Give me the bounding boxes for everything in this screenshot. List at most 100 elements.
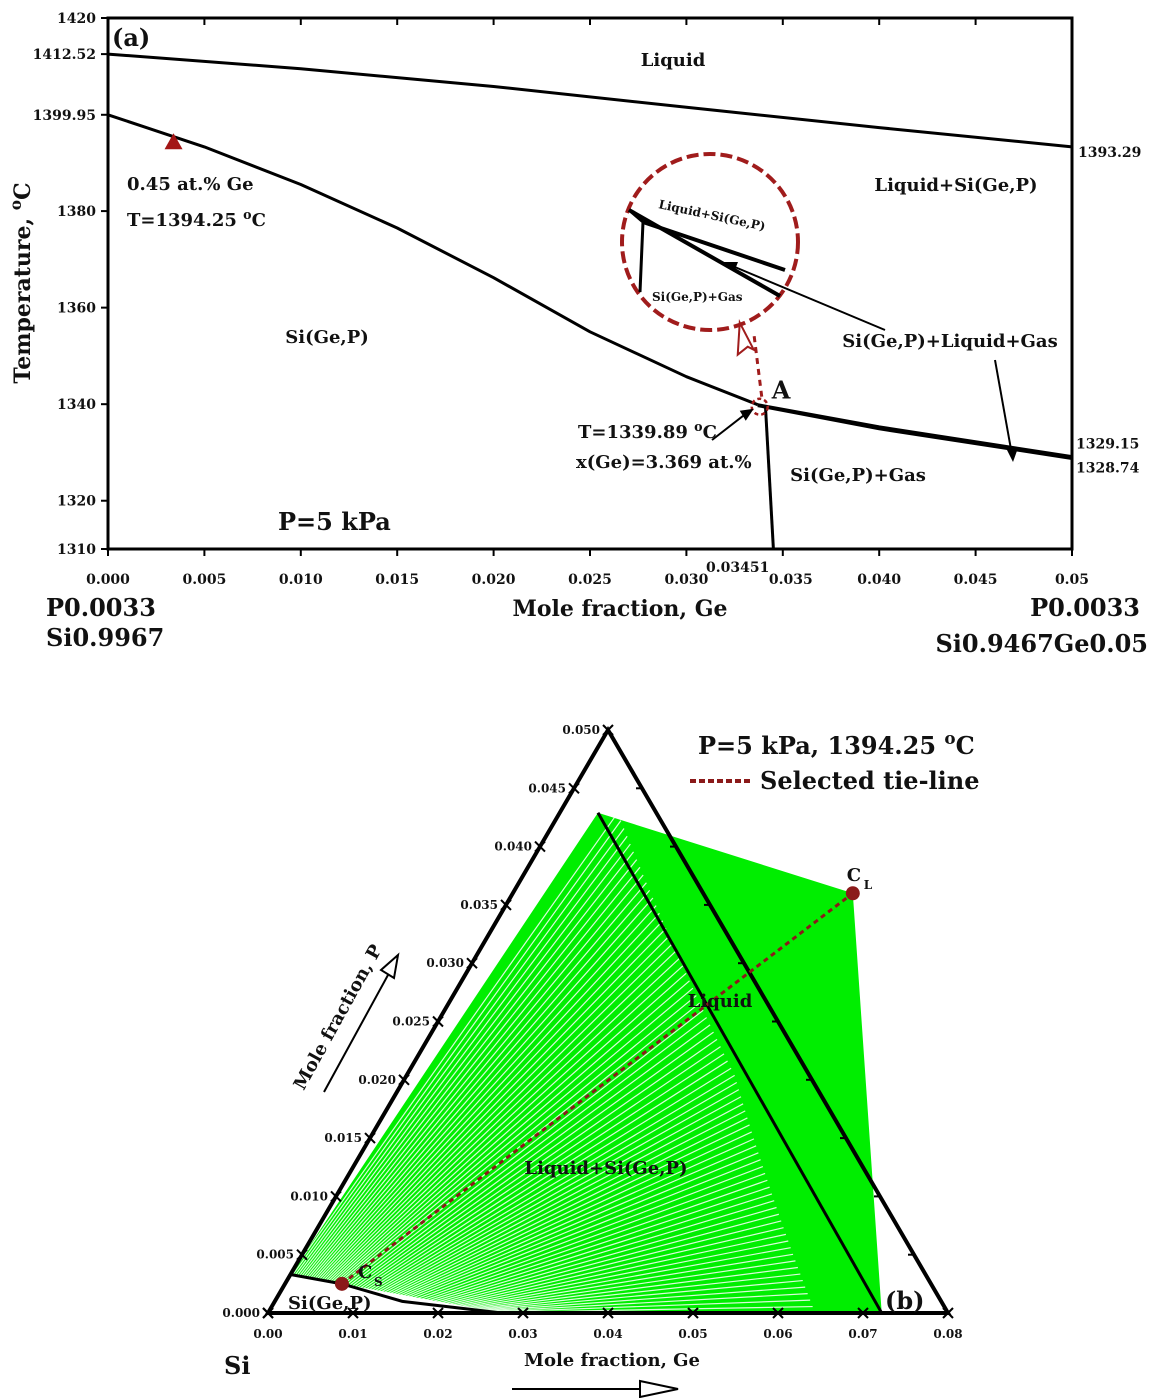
tie-line [424, 1193, 773, 1305]
tie-line [329, 950, 677, 1283]
tie-line [471, 1266, 798, 1311]
annotation-a-composition: x(Ge)=3.369 at.% [576, 452, 752, 473]
tie-line [289, 812, 619, 1275]
p-tick-label: 0.050 [562, 723, 600, 737]
point-a-arrowhead [736, 319, 757, 357]
tie-line [348, 1009, 704, 1287]
region-label-liquid-solid: Liquid+Si(Ge,P) [524, 1158, 687, 1179]
tie-line [392, 1131, 753, 1300]
tie-line [389, 1124, 750, 1299]
tie-line [484, 1286, 806, 1312]
tie-line [292, 820, 622, 1276]
tie-line [412, 1172, 766, 1304]
tie-line [298, 843, 631, 1277]
p-tick-mark [296, 1248, 308, 1261]
tie-line [429, 1200, 775, 1306]
tie-line [400, 1152, 759, 1302]
tie-line [459, 1247, 791, 1309]
p-tick-mark [432, 1015, 444, 1028]
solidus-boundary [290, 1273, 502, 1315]
y-axis-title: Temperature, oC [7, 182, 36, 383]
tie-line [488, 1293, 808, 1313]
p-tick-mark [602, 724, 614, 736]
tie-line [356, 1031, 714, 1289]
tie-line [318, 912, 660, 1281]
ternary-title: P=5 kPa, 1394.25 oC [698, 728, 975, 760]
tie-line [420, 1186, 770, 1305]
region-label-three-phase: Si(Ge,P)+Liquid+Gas [842, 331, 1057, 352]
point-cl-subscript: L [864, 878, 873, 892]
p-tick-label: 0.045 [528, 781, 566, 795]
inset-circle [620, 152, 800, 332]
x-tick-label: 0.05 [678, 1327, 707, 1341]
region-label-solid-gas: Si(Ge,P)+Gas [790, 465, 926, 486]
tie-line [369, 1067, 732, 1293]
annotation-a-arrowhead [739, 408, 754, 421]
tie-line [305, 866, 641, 1278]
x-tick-mark [687, 1307, 699, 1319]
tie-line [316, 905, 657, 1280]
x-direction-arrowhead [639, 1379, 679, 1398]
annotation-temperature: T=1394.25 oC [127, 207, 266, 232]
p-tick-label: 0.000 [222, 1306, 260, 1320]
x-tick-label: 0.020 [472, 572, 516, 588]
tie-line [358, 1038, 718, 1290]
tie-line [450, 1233, 787, 1308]
panel-label-a: (a) [112, 23, 150, 52]
tie-line [407, 1166, 764, 1303]
p-tick-mark [330, 1190, 342, 1203]
x-axis-title: Mole fraction, Ge [512, 596, 727, 622]
x-tick-label: 0.01 [338, 1327, 367, 1341]
x-tick-label: 0.005 [182, 572, 226, 588]
ternary-y-title: Mole fraction, P [290, 941, 387, 1094]
tie-line [441, 1220, 782, 1307]
y-tick-label: 1360 [57, 301, 96, 317]
x-tick-label: 0.030 [664, 572, 708, 588]
right-label: 1329.15 [1076, 437, 1139, 453]
p-tick-mark [364, 1132, 376, 1144]
point-a-circle [750, 397, 769, 416]
x-tick-mark [772, 1307, 784, 1319]
point-cs-subscript: S [374, 1275, 383, 1289]
tie-line [467, 1260, 796, 1310]
corner-label-si: Si [224, 1351, 250, 1380]
p-tick-label: 0.030 [426, 956, 464, 970]
x-tick-label: 0.000 [86, 572, 130, 588]
y-tick-label: 1399.95 [33, 108, 96, 124]
p-direction-arrowhead [379, 952, 400, 980]
y-tick-label: 1380 [57, 204, 96, 220]
p-tick-label: 0.005 [256, 1248, 294, 1262]
p-direction-arrow [323, 974, 389, 1093]
x-tick-label: 0.05 [1055, 572, 1089, 588]
triangle-marker [164, 133, 183, 150]
tie-line [338, 980, 690, 1284]
three-phase-arrowhead-upper [722, 262, 738, 272]
three-phase-arrowhead-lower [1006, 448, 1018, 462]
tie-line [307, 874, 644, 1279]
left-composition-line1: P0.0033 [46, 593, 156, 622]
tie-line [463, 1253, 794, 1310]
x-tick-mark [347, 1307, 359, 1319]
tie-line [387, 1117, 748, 1298]
p-tick-label: 0.035 [460, 898, 498, 912]
tie-line [309, 882, 647, 1279]
three-phase-arrow-upper [729, 264, 886, 331]
point-cl-label: C [847, 865, 861, 886]
x-tick-label: 0.08 [933, 1327, 962, 1341]
p-tick-mark [466, 957, 478, 969]
p-tick-mark [262, 1307, 274, 1319]
x-tick-mark [517, 1307, 529, 1319]
panel-a-chart: 0.000 0.005 0.010 0.015 0.020 0.025 0.030 0.035… [7, 11, 1148, 658]
phase-boundary-line [107, 52, 1073, 149]
tie-line [493, 1299, 811, 1313]
tie-line [379, 1096, 742, 1296]
tie-line [437, 1213, 780, 1307]
point-cs [334, 1276, 349, 1291]
tie-line [374, 1082, 738, 1294]
p-tick-mark [398, 1074, 410, 1086]
tie-line [340, 987, 694, 1285]
x-tick-label: 0.03 [508, 1327, 537, 1341]
y-tick-label: 1320 [57, 494, 96, 510]
panel-b-chart: C SC L0.00 0.01 0.02 0.03 0.04 0.05 0.06 0.07 0.08… [222, 723, 979, 1398]
inset-label-solid-gas: Si(Ge,P)+Gas [652, 290, 743, 304]
